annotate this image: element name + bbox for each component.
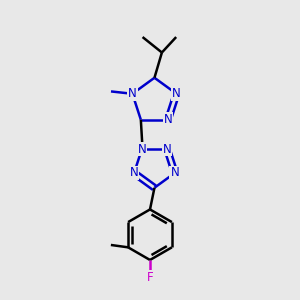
Text: N: N xyxy=(128,87,137,100)
Text: F: F xyxy=(147,271,153,284)
Text: N: N xyxy=(137,142,146,155)
Text: N: N xyxy=(164,113,172,126)
Text: N: N xyxy=(163,142,171,155)
Text: N: N xyxy=(170,167,179,179)
Text: N: N xyxy=(130,167,139,179)
Text: N: N xyxy=(172,87,181,100)
